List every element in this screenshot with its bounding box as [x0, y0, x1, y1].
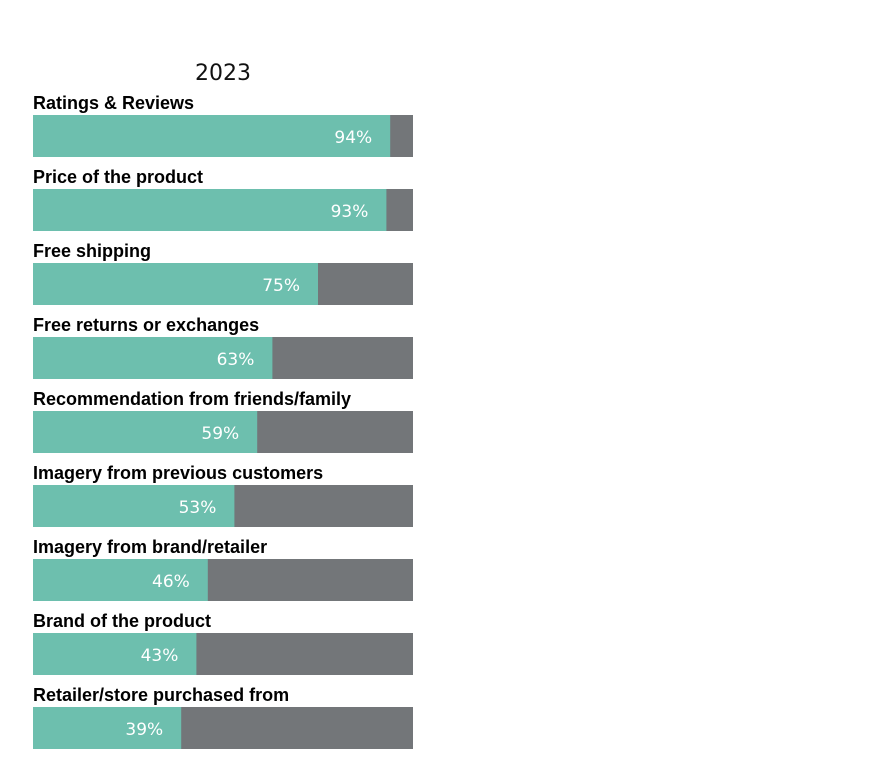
bar-row: Retailer/store purchased from 39% [33, 685, 413, 749]
category-label: Recommendation from friends/family [33, 389, 351, 409]
value-label: 59% [201, 424, 239, 444]
bar [33, 263, 318, 305]
bar [33, 411, 258, 453]
bar [33, 707, 182, 749]
bar-row: Brand of the product 43% [33, 611, 413, 675]
value-label: 94% [334, 128, 372, 148]
bar-group: Ratings & Reviews 94% Price of the product… [33, 93, 413, 749]
bar-row: Ratings & Reviews 94% [33, 93, 413, 157]
bar-row: Price of the product 93% [33, 167, 413, 231]
category-label: Free returns or exchanges [33, 315, 259, 335]
category-label: Imagery from brand/retailer [33, 537, 267, 557]
value-label: 46% [152, 572, 190, 592]
category-label: Brand of the product [33, 611, 211, 631]
bar [33, 559, 208, 601]
bar [33, 115, 391, 157]
value-label: 53% [179, 498, 217, 518]
bar [33, 337, 273, 379]
bar [33, 189, 387, 231]
value-label: 75% [262, 276, 300, 296]
value-label: 93% [331, 202, 369, 222]
bar-row: Recommendation from friends/family 59% [33, 389, 413, 453]
bar [33, 633, 197, 675]
category-label: Free shipping [33, 241, 151, 261]
bar [33, 485, 235, 527]
category-label: Retailer/store purchased from [33, 685, 289, 705]
value-label: 39% [125, 720, 163, 740]
category-label: Ratings & Reviews [33, 93, 194, 113]
bar-row: Free shipping 75% [33, 241, 413, 305]
category-label: Imagery from previous customers [33, 463, 323, 483]
bar-row: Free returns or exchanges 63% [33, 315, 413, 379]
value-label: 43% [141, 646, 179, 666]
value-label: 63% [217, 350, 255, 370]
bar-row: Imagery from brand/retailer 46% [33, 537, 413, 601]
bar-row: Imagery from previous customers 53% [33, 463, 413, 527]
category-label: Price of the product [33, 167, 203, 187]
chart-title: 2023 [195, 61, 251, 86]
